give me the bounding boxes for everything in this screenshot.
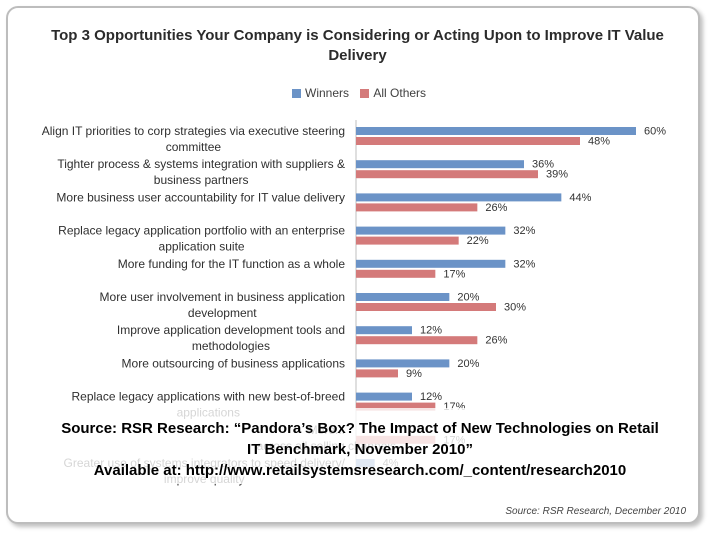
citation-line-3: Available at: http://www.retailsystemsre…	[93, 462, 627, 479]
legend-item-winners: Winners	[292, 86, 349, 100]
data-label: 12%	[420, 391, 442, 403]
source-note: Source: RSR Research, December 2010	[505, 506, 686, 517]
data-label: 26%	[485, 335, 507, 347]
category-label: Improve application development tools an…	[117, 323, 345, 353]
bar-all-others	[356, 137, 580, 145]
data-label: 30%	[504, 302, 526, 314]
citation-line-1: Source: RSR Research: “Pandora’s Box? Th…	[61, 420, 659, 437]
legend-swatch-all-others	[360, 88, 370, 98]
category-label: Align IT priorities to corp strategies v…	[42, 124, 345, 154]
data-label: 17%	[443, 268, 465, 280]
data-label: 36%	[532, 159, 554, 171]
bar-all-others	[356, 303, 496, 311]
data-label: 12%	[420, 325, 442, 337]
category-label: More funding for the IT function as a wh…	[118, 257, 346, 271]
legend-label-all-others: All Others	[373, 86, 427, 100]
bar-winners	[356, 259, 506, 268]
bar-winners	[356, 160, 524, 169]
chart-title: Top 3 Opportunities Your Company is Cons…	[51, 27, 664, 64]
bar-all-others	[356, 269, 436, 278]
citation-line-2: IT Benchmark, November 2010”	[247, 441, 473, 458]
legend-item-all-others: All Others	[360, 86, 426, 100]
data-label: 32%	[513, 258, 535, 270]
data-label: 60%	[644, 126, 666, 138]
data-label: 22%	[467, 235, 489, 247]
bar-winners	[356, 226, 506, 235]
legend-label-winners: Winners	[305, 86, 350, 100]
data-label: 20%	[457, 358, 479, 370]
legend-swatch-winners	[292, 88, 301, 98]
citation-text: Source: RSR Research: “Pandora’s Box? Th…	[40, 418, 680, 481]
data-label: 32%	[513, 225, 535, 237]
data-label: 44%	[569, 192, 591, 204]
category-label: Tighter process & systems integration wi…	[57, 157, 345, 187]
data-label: 48%	[588, 136, 610, 148]
bar-all-others	[356, 402, 436, 411]
data-label: 26%	[485, 202, 507, 214]
bar-winners	[356, 293, 450, 301]
data-label: 39%	[546, 169, 568, 181]
bar-all-others	[356, 203, 478, 212]
category-label: More user involvement in business applic…	[100, 290, 345, 320]
data-label: 20%	[457, 292, 479, 304]
data-label: 9%	[406, 368, 422, 380]
category-label: Replace legacy application portfolio wit…	[58, 224, 345, 254]
category-label: More business user accountability for IT…	[56, 190, 345, 204]
bar-winners	[356, 326, 412, 335]
bar-all-others	[356, 170, 538, 179]
chart-legend: Winners All Others	[292, 86, 434, 101]
citation-overlay	[40, 408, 680, 484]
bar-winners	[356, 392, 412, 401]
bar-winners	[356, 127, 636, 135]
bar-all-others	[356, 369, 398, 378]
bar-winners	[356, 193, 562, 202]
bar-all-others	[356, 336, 478, 345]
bar-winners	[356, 359, 450, 368]
bar-all-others	[356, 236, 459, 245]
category-label: More outsourcing of business application…	[122, 356, 345, 370]
